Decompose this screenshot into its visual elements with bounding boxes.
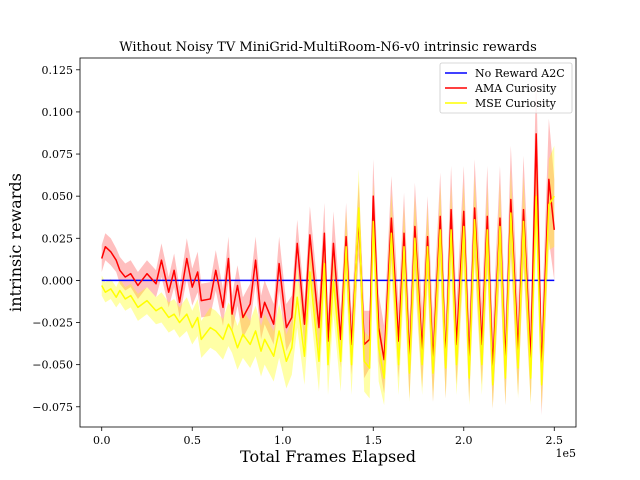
y-tick-label: −0.025 [32,317,73,330]
x-tick-label: 1.0 [274,434,292,447]
y-tick-label: 0.075 [42,148,74,161]
series-layer [101,71,556,416]
y-axis-label: intrinsic rewards [6,173,25,312]
x-tick-label: 2.5 [546,434,564,447]
y-tick-label: −0.075 [32,401,73,414]
y-tick-label: 0.025 [42,232,74,245]
plot-frame [79,57,577,428]
y-tick-label: 0.050 [42,190,74,203]
y-tick-label: 0.125 [42,64,74,77]
series-line-3 [101,195,555,386]
legend-label: No Reward A2C [475,67,565,80]
x-tick-label: 0.5 [183,434,201,447]
chart-title: Without Noisy TV MiniGrid-MultiRoom-N6-v… [119,40,537,55]
x-tick-label: 1.5 [365,434,383,447]
y-tick-label: 0.000 [42,274,74,287]
y-tick-label: 0.100 [42,106,74,119]
x-tick-label: 0.0 [93,434,111,447]
x-tick-label: 2.0 [455,434,473,447]
y-axis: −0.075 −0.050 −0.025 0.000 0.025 0.050 0.075 0.… [32,64,80,414]
plot-area [101,71,556,416]
series-band-3 [101,145,555,409]
legend-label: MSE Curiosity [475,97,557,110]
legend-box [439,62,573,114]
legend: No Reward A2C AMA Curiosity MSE Curiosity [439,62,573,114]
legend-label: AMA Curiosity [474,82,557,95]
y-tick-label: −0.050 [32,359,73,372]
x-axis-label: Total Frames Elapsed [240,447,416,466]
x-axis: 0.0 0.5 1.0 1.5 2.0 2.5 [93,427,563,447]
x-axis-offset-label: 1e5 [555,447,576,460]
